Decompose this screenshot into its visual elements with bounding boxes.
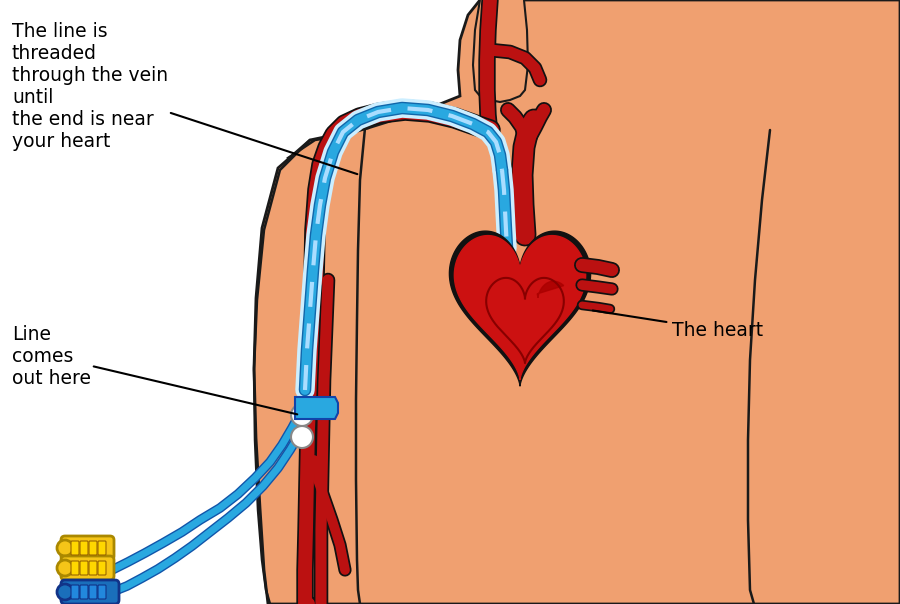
FancyBboxPatch shape [61, 556, 114, 580]
FancyBboxPatch shape [89, 561, 97, 575]
Polygon shape [473, 0, 528, 102]
Circle shape [291, 426, 313, 448]
FancyBboxPatch shape [61, 536, 114, 560]
FancyBboxPatch shape [80, 561, 88, 575]
Text: The line is
threaded
through the vein
until
the end is near
your heart: The line is threaded through the vein un… [12, 22, 357, 174]
FancyBboxPatch shape [98, 561, 106, 575]
FancyBboxPatch shape [80, 585, 88, 599]
Polygon shape [449, 231, 590, 386]
Circle shape [57, 560, 73, 576]
FancyBboxPatch shape [89, 541, 97, 555]
Polygon shape [454, 236, 586, 380]
FancyBboxPatch shape [71, 561, 79, 575]
FancyBboxPatch shape [98, 541, 106, 555]
FancyBboxPatch shape [80, 541, 88, 555]
Polygon shape [295, 397, 338, 419]
Circle shape [291, 404, 313, 426]
Polygon shape [254, 0, 900, 604]
FancyBboxPatch shape [98, 585, 106, 599]
FancyBboxPatch shape [61, 580, 119, 604]
Text: The heart: The heart [593, 310, 763, 339]
FancyBboxPatch shape [71, 585, 79, 599]
Circle shape [57, 540, 73, 556]
Circle shape [57, 584, 73, 600]
Text: Line
comes
out here: Line comes out here [12, 325, 297, 414]
FancyBboxPatch shape [89, 585, 97, 599]
FancyBboxPatch shape [71, 541, 79, 555]
Polygon shape [537, 281, 563, 298]
